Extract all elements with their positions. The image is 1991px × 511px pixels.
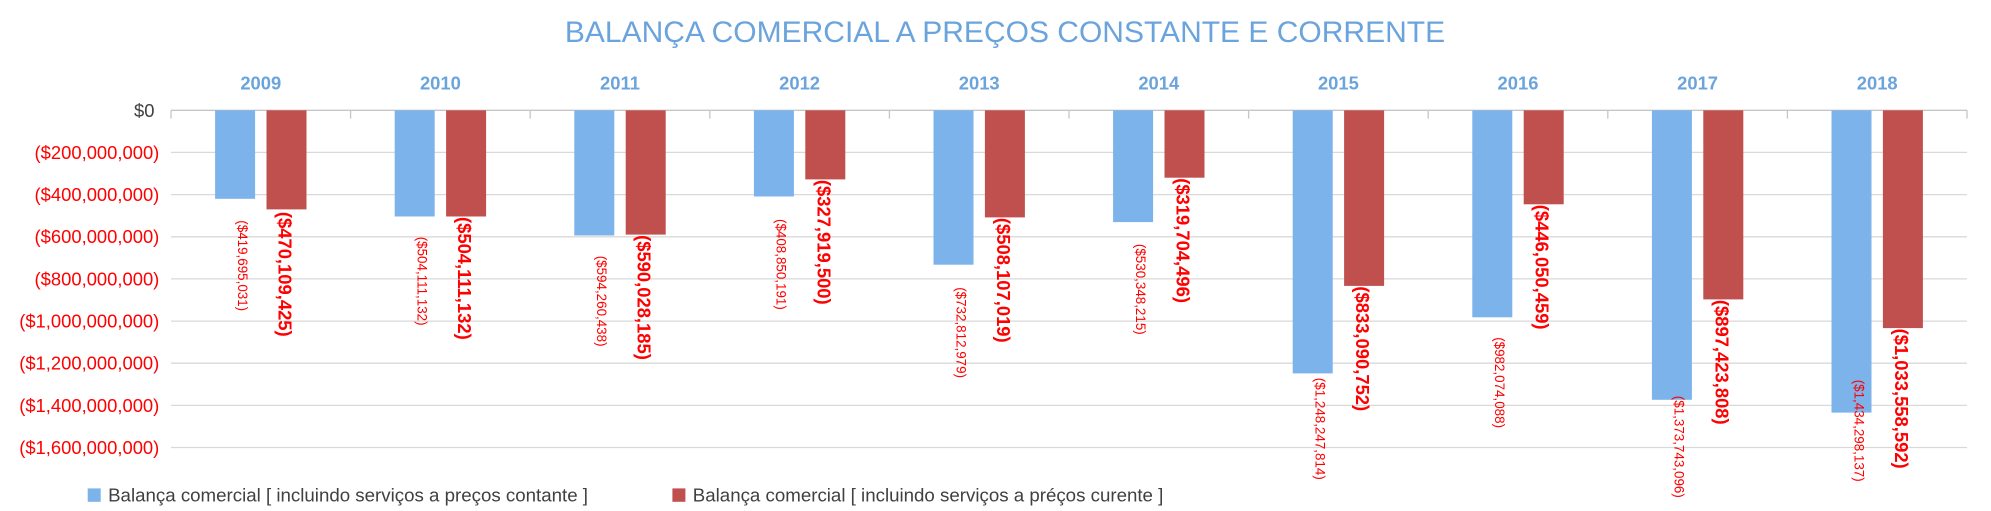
svg-text:2017: 2017 <box>1677 73 1718 94</box>
svg-text:($1,373,743,096): ($1,373,743,096) <box>1672 396 1687 498</box>
svg-text:($327,919,500): ($327,919,500) <box>813 180 834 305</box>
svg-text:($1,434,298,137): ($1,434,298,137) <box>1851 380 1866 482</box>
svg-text:Balança comercial [ incluindo: Balança comercial [ incluindo serviços a… <box>693 485 1164 506</box>
svg-text:($504,111,132): ($504,111,132) <box>415 237 430 326</box>
svg-text:2012: 2012 <box>779 73 820 94</box>
svg-text:($530,348,215): ($530,348,215) <box>1133 244 1148 335</box>
svg-text:2009: 2009 <box>240 73 281 94</box>
svg-text:($833,090,752): ($833,090,752) <box>1352 286 1373 411</box>
svg-text:($400,000,000): ($400,000,000) <box>35 184 160 205</box>
svg-text:($600,000,000): ($600,000,000) <box>35 226 160 247</box>
svg-text:2014: 2014 <box>1138 73 1180 94</box>
svg-text:2013: 2013 <box>959 73 1000 94</box>
svg-text:($504,111,132): ($504,111,132) <box>454 217 475 340</box>
svg-text:($982,074,088): ($982,074,088) <box>1492 337 1507 428</box>
svg-text:2018: 2018 <box>1857 73 1898 94</box>
svg-text:($1,400,000,000): ($1,400,000,000) <box>19 395 159 416</box>
svg-text:($1,000,000,000): ($1,000,000,000) <box>19 311 159 332</box>
svg-text:2015: 2015 <box>1318 73 1359 94</box>
svg-text:($419,695,031): ($419,695,031) <box>235 220 250 311</box>
svg-text:Balança comercial [ incluindo: Balança comercial [ incluindo serviços a… <box>108 485 588 506</box>
svg-text:($1,033,558,592): ($1,033,558,592) <box>1891 329 1912 469</box>
svg-text:($1,248,247,814): ($1,248,247,814) <box>1313 378 1328 480</box>
svg-text:($594,260,438): ($594,260,438) <box>594 256 609 347</box>
svg-text:($408,850,191): ($408,850,191) <box>774 219 789 310</box>
svg-text:($590,028,185): ($590,028,185) <box>634 235 655 360</box>
svg-text:2016: 2016 <box>1498 73 1539 94</box>
svg-text:2011: 2011 <box>600 73 640 94</box>
svg-text:($897,423,808): ($897,423,808) <box>1711 300 1732 425</box>
svg-text:($1,600,000,000): ($1,600,000,000) <box>19 437 159 458</box>
svg-text:$0: $0 <box>134 100 154 121</box>
svg-text:($732,812,979): ($732,812,979) <box>953 287 968 378</box>
svg-text:($508,107,019): ($508,107,019) <box>993 218 1014 343</box>
svg-text:($319,704,496): ($319,704,496) <box>1173 178 1194 303</box>
svg-text:2010: 2010 <box>420 73 461 94</box>
svg-text:($1,200,000,000): ($1,200,000,000) <box>19 353 159 374</box>
svg-text:($800,000,000): ($800,000,000) <box>35 268 160 289</box>
svg-text:($200,000,000): ($200,000,000) <box>35 142 160 163</box>
svg-text:($446,050,459): ($446,050,459) <box>1532 205 1553 330</box>
svg-text:($470,109,425): ($470,109,425) <box>275 212 296 337</box>
svg-text:BALANÇA COMERCIAL A PREÇOS CON: BALANÇA COMERCIAL A PREÇOS CONSTANTE E C… <box>565 16 1445 49</box>
